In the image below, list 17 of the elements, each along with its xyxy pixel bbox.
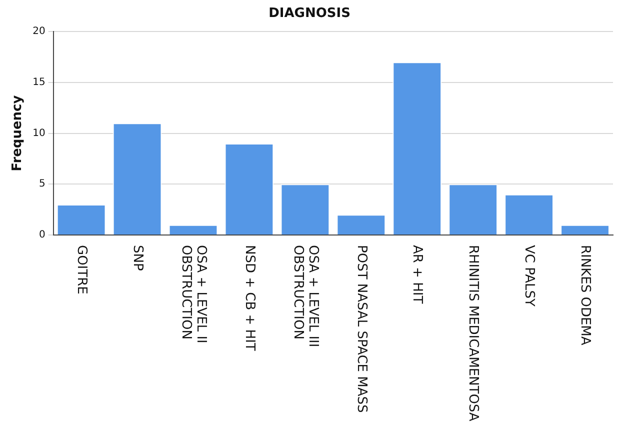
x-tick-label: POST NASAL SPACE MASS	[354, 245, 369, 413]
x-tick-label: OSA + LEVEL II OBSTRUCTION	[178, 245, 208, 344]
y-tick-label: 0	[38, 230, 46, 241]
y-tick-label: 15	[32, 77, 46, 88]
y-axis-title: Frequency	[10, 94, 26, 172]
x-tick-label: NSD + CB + HIT	[242, 245, 257, 351]
x-tick-label: AR + HIT	[410, 245, 425, 304]
x-tick-label: SNP	[130, 245, 145, 271]
chart-title: DIAGNOSIS	[268, 6, 350, 22]
x-tick-label: VC PALSY	[522, 245, 537, 306]
y-tick-label: 5	[38, 178, 46, 190]
x-tick-label: OSA + LEVEL III OBSTRUCTION	[290, 245, 320, 348]
x-tick-label: GOITRE	[74, 245, 89, 294]
x-tick-label: RHINITIS MEDICAMENTOSA	[466, 245, 481, 422]
y-tick-label: 10	[32, 128, 46, 139]
y-tick-label: 20	[32, 26, 46, 38]
x-tick-label: RINKES ODEMA	[578, 245, 593, 346]
